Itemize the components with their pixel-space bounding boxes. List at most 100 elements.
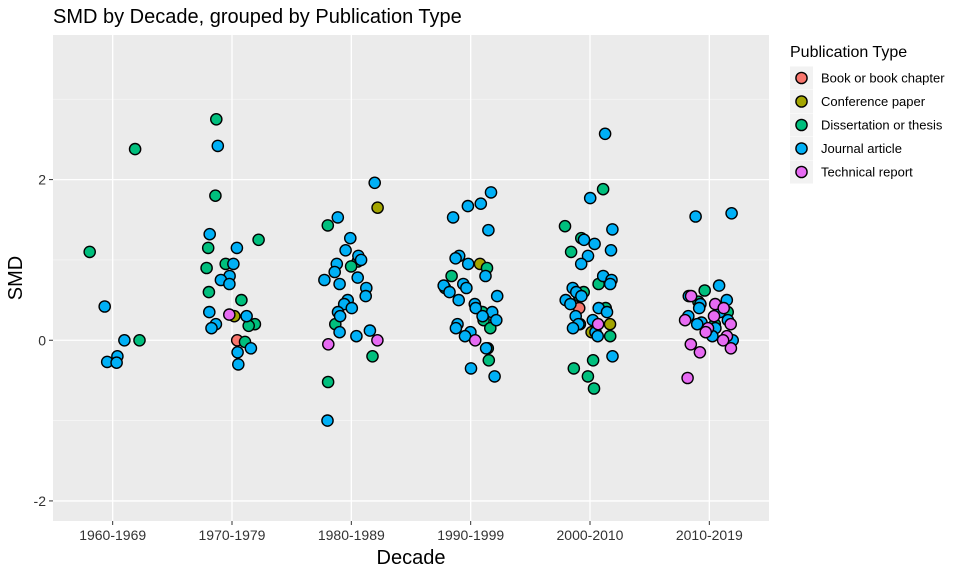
data-point	[482, 223, 495, 237]
data-point	[333, 277, 346, 291]
data-point	[231, 358, 245, 371]
data-point	[209, 189, 222, 202]
data-point	[443, 285, 456, 299]
data-point	[244, 341, 258, 355]
data-point	[558, 219, 572, 233]
data-point	[606, 349, 619, 363]
data-point	[490, 289, 504, 303]
gridlines	[53, 35, 769, 521]
data-point	[581, 249, 595, 263]
data-point	[479, 341, 493, 355]
data-point	[452, 293, 466, 307]
data-point	[484, 186, 498, 199]
data-point	[690, 317, 704, 331]
legend-title: Publication Type	[790, 44, 907, 61]
plot-panel	[53, 35, 769, 521]
x-tick-label: 1990-1999	[437, 527, 504, 543]
x-tick-label: 1980-1989	[318, 527, 385, 543]
data-point	[724, 341, 738, 355]
data-point	[354, 253, 368, 267]
y-tick-label: 2	[38, 172, 46, 188]
data-point	[712, 279, 726, 292]
data-point	[724, 317, 738, 331]
data-point	[488, 370, 501, 383]
data-point	[603, 329, 617, 343]
data-point	[371, 201, 384, 214]
data-point	[110, 356, 123, 370]
data-point	[598, 127, 612, 141]
x-axis-label: Decade	[377, 547, 446, 569]
data-point	[200, 261, 213, 275]
data-point	[227, 257, 240, 271]
data-point	[205, 321, 218, 335]
data-point	[201, 241, 215, 255]
data-point	[202, 285, 216, 299]
data-point	[252, 233, 265, 247]
legend-key-marker	[795, 71, 808, 85]
y-axis-label: SMD	[5, 256, 27, 300]
data-point	[469, 301, 483, 315]
data-point	[581, 370, 595, 383]
data-point	[331, 211, 345, 224]
data-point	[318, 273, 331, 287]
data-point	[698, 284, 712, 297]
data-point	[83, 245, 96, 259]
data-point	[684, 289, 698, 303]
data-point	[203, 227, 216, 241]
data-point	[363, 324, 377, 337]
data-point	[464, 362, 478, 375]
data-point	[328, 265, 342, 279]
data-point	[449, 251, 462, 265]
data-point	[118, 333, 131, 347]
data-point	[230, 241, 244, 255]
data-point	[684, 337, 698, 351]
data-point	[474, 197, 488, 210]
data-point	[564, 245, 578, 259]
data-point	[603, 277, 617, 291]
data-point	[606, 223, 619, 236]
data-point	[460, 281, 473, 295]
data-point	[564, 297, 577, 311]
data-point	[202, 305, 216, 319]
legend-entry-label: Conference paper	[821, 94, 926, 109]
data-point	[345, 301, 359, 315]
chart-title: SMD by Decade, grouped by Publication Ty…	[53, 6, 462, 28]
data-point	[446, 211, 460, 224]
data-point	[343, 231, 357, 245]
data-point	[368, 176, 382, 190]
data-point	[591, 317, 605, 331]
data-point	[133, 333, 146, 347]
x-tick-label: 2000-2010	[557, 527, 624, 543]
legend-key-marker	[795, 142, 808, 155]
data-point	[211, 139, 225, 153]
data-points	[83, 113, 740, 427]
data-point	[371, 333, 384, 347]
data-point	[366, 349, 379, 363]
data-point	[575, 289, 588, 303]
data-point	[482, 353, 496, 367]
data-point	[98, 300, 111, 313]
data-point	[321, 375, 335, 389]
data-point	[693, 345, 707, 359]
data-point	[717, 301, 731, 315]
data-point	[321, 219, 335, 232]
data-point	[689, 210, 702, 223]
data-point	[128, 142, 142, 156]
data-point	[333, 309, 347, 323]
data-point	[707, 309, 721, 323]
data-point	[479, 269, 492, 283]
legend-key-marker	[795, 95, 808, 108]
data-point	[577, 233, 591, 247]
data-point	[359, 289, 373, 303]
data-point	[350, 329, 363, 343]
data-point	[351, 271, 365, 284]
data-point	[600, 305, 614, 319]
legend-entry-label: Dissertation or thesis	[821, 118, 943, 133]
legend-entry-label: Book or book chapter	[821, 71, 945, 86]
data-point	[449, 321, 463, 335]
data-point	[699, 325, 713, 339]
data-point	[587, 382, 601, 395]
data-point	[725, 206, 738, 220]
data-point	[231, 345, 244, 359]
